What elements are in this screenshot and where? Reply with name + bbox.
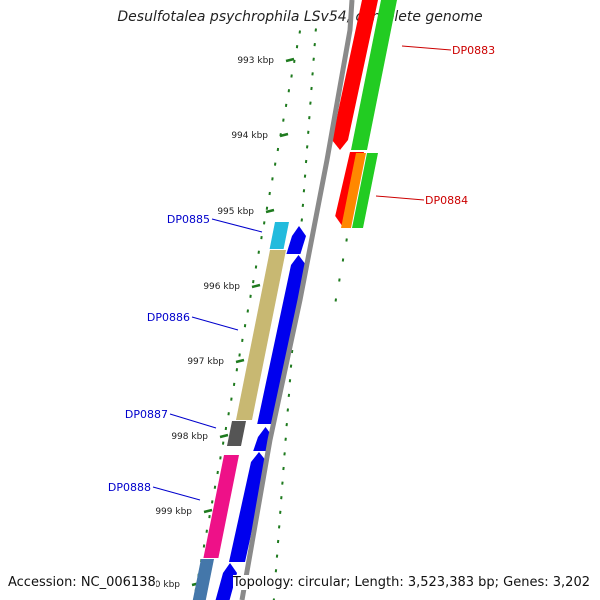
label-leader [169,413,217,429]
tick-label: 996 kbp [203,282,240,292]
label-leader [401,45,452,51]
tick-label: 1000 kbp [138,580,181,590]
tick-label: 993 kbp [237,56,274,66]
tick-label: 997 kbp [187,357,224,367]
label-leader [152,486,201,501]
tick-label: 998 kbp [171,432,208,442]
gene-orange [341,153,366,228]
topology-text: Topology: circular; Length: 3,523,383 bp… [232,575,590,590]
major-tick [203,508,213,514]
gene-label-dp0888: DP0888 [108,481,151,494]
gene-label-dp0885: DP0885 [167,213,210,226]
major-tick [265,208,275,214]
gene-features [192,0,397,600]
gene-next-blue [215,563,237,600]
accession-text: Accession: NC_006138 [8,575,156,590]
gene-label-dp0884: DP0884 [425,194,468,207]
gene-label-dp0883: DP0883 [452,44,495,57]
gene-dp0887-grey [227,421,246,446]
labels-layer: 993 kbp 994 kbp 995 kbp 996 kbp 997 kbp 998 k… [108,44,495,590]
label-leader [191,316,239,331]
tick-label: 999 kbp [155,507,192,517]
gene-dp0888-pink [203,455,239,558]
gene-dp0885-cyan [269,222,289,249]
gene-dp0885-blue [286,226,306,254]
tick-label: 995 kbp [217,207,254,217]
gene-dp0886-blue [257,255,306,424]
major-tick [279,132,289,138]
gene-label-dp0887: DP0887 [125,408,168,421]
gene-label-dp0886: DP0886 [147,311,190,324]
gene-next-steel [192,559,214,600]
label-leader [211,218,263,233]
genome-backbone [239,0,355,600]
major-ticks [191,57,295,587]
gene-green-2 [352,153,378,228]
gene-dp0888-blue [229,452,267,562]
gene-green-1 [351,0,397,150]
gene-dp0886-khaki [236,250,286,420]
gene-dp0883-red [332,0,378,150]
label-leader [375,195,425,201]
major-tick [235,358,245,364]
major-tick [285,57,295,63]
backbone-ring [239,0,355,600]
major-tick [219,433,229,439]
major-tick [251,283,261,289]
tick-label: 994 kbp [231,131,268,141]
